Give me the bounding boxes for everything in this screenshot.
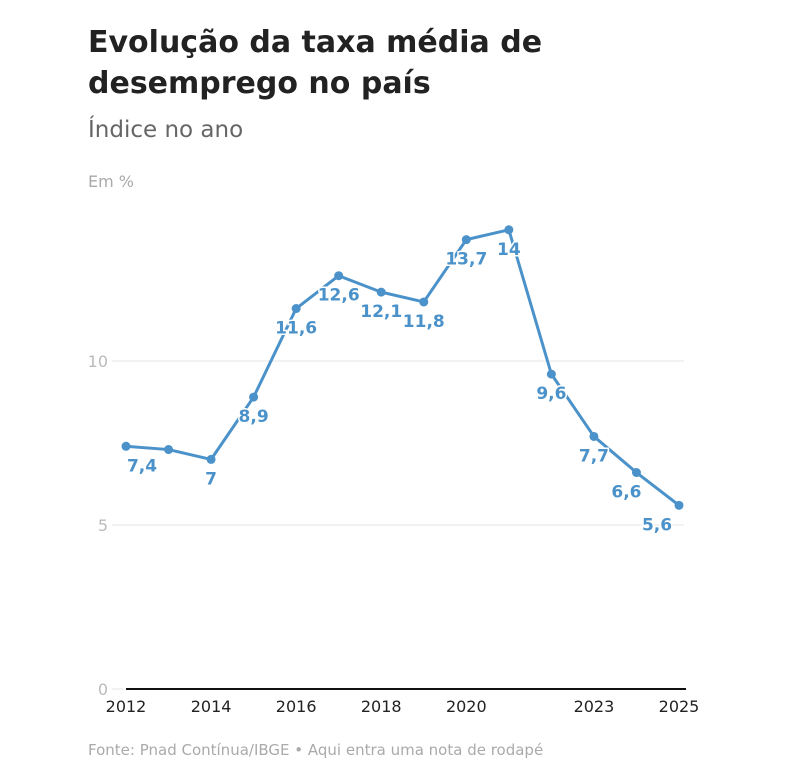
data-label: 9,6 [536,384,566,404]
data-label: 6,6 [611,483,641,503]
data-label: 7,7 [579,446,609,466]
data-point [504,225,514,235]
y-tick-label: 10 [88,352,108,371]
data-point [291,304,301,314]
chart-title: Evolução da taxa média de desemprego no … [88,25,543,101]
data-point [376,287,386,297]
data-label: 12,1 [360,302,402,322]
data-label: 13,7 [445,250,487,270]
data-point [121,441,131,451]
data-label: 5,6 [642,515,672,535]
source-note: Fonte: Pnad Contínua/IBGE • Aqui entra u… [88,741,544,759]
data-label: 7 [205,469,217,489]
data-point [249,392,259,402]
data-label: 7,4 [127,456,157,476]
data-label: 12,6 [318,286,360,306]
y-tick-label: 5 [98,516,108,535]
data-point [674,500,684,510]
data-point [461,235,471,245]
data-label: 8,9 [239,407,269,427]
data-point [164,445,174,455]
data-point [589,431,599,441]
data-point [334,271,344,281]
x-tick-label: 2025 [659,697,700,716]
data-point [631,468,641,478]
data-label: 14 [497,240,521,260]
data-label: 11,8 [403,312,445,332]
x-tick-label: 2018 [361,697,402,716]
y-tick-label: 0 [98,680,108,699]
x-tick-label: 2016 [276,697,317,716]
x-tick-label: 2014 [191,697,232,716]
chart-subtitle: Índice no ano [88,117,244,143]
x-tick-label: 2023 [574,697,615,716]
x-tick-label: 2012 [106,697,147,716]
data-point [206,454,216,464]
data-point [419,297,429,307]
data-label: 11,6 [275,319,317,339]
y-axis-unit: Em % [88,172,134,191]
series-line [125,228,680,507]
x-tick-label: 2020 [446,697,487,716]
data-point [546,369,556,379]
